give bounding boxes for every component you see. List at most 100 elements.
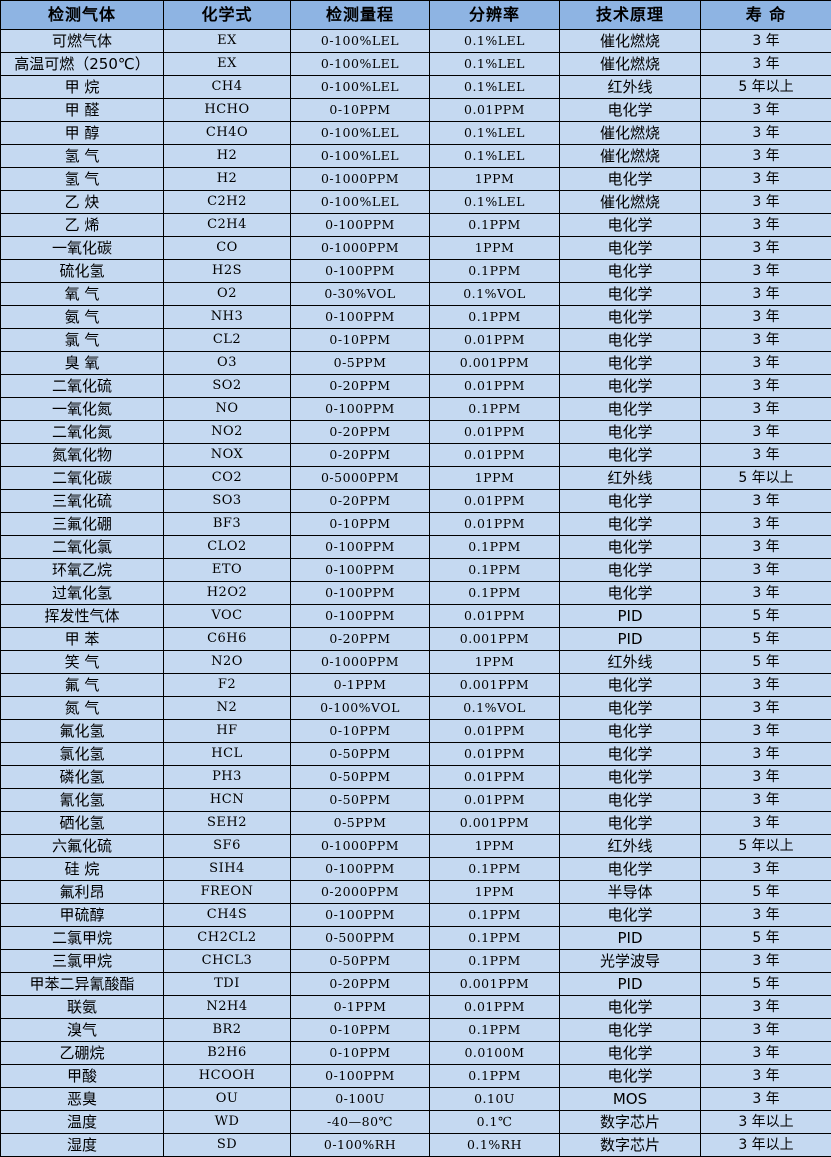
cell-range: 0-5000PPM	[291, 467, 430, 490]
cell-range: 0-100PPM	[291, 605, 430, 628]
cell-range: 0-100%LEL	[291, 30, 430, 53]
column-header-formula: 化学式	[164, 1, 291, 30]
cell-formula: CHCL3	[164, 950, 291, 973]
cell-range: 0-30%VOL	[291, 283, 430, 306]
cell-range: 0-100PPM	[291, 214, 430, 237]
cell-formula: CH2CL2	[164, 927, 291, 950]
cell-formula: TDI	[164, 973, 291, 996]
cell-resolution: 0.0100M	[430, 1042, 560, 1065]
cell-lifespan: 3 年	[701, 237, 831, 260]
cell-lifespan: 3 年	[701, 996, 831, 1019]
cell-lifespan: 3 年	[701, 30, 831, 53]
cell-lifespan: 3 年	[701, 329, 831, 352]
cell-range: 0-100%LEL	[291, 53, 430, 76]
cell-gas-name: 湿度	[1, 1134, 164, 1157]
cell-lifespan: 3 年	[701, 1088, 831, 1111]
cell-resolution: 0.1%RH	[430, 1134, 560, 1157]
cell-resolution: 0.1%VOL	[430, 697, 560, 720]
cell-technology: 电化学	[560, 352, 701, 375]
cell-gas-name: 甲苯二异氰酸酯	[1, 973, 164, 996]
cell-gas-name: 氯化氢	[1, 743, 164, 766]
cell-gas-name: 氟利昂	[1, 881, 164, 904]
cell-formula: FREON	[164, 881, 291, 904]
cell-technology: PID	[560, 628, 701, 651]
cell-lifespan: 5 年	[701, 881, 831, 904]
cell-gas-name: 恶臭	[1, 1088, 164, 1111]
cell-lifespan: 3 年	[701, 513, 831, 536]
cell-lifespan: 3 年	[701, 582, 831, 605]
cell-range: 0-10PPM	[291, 720, 430, 743]
cell-formula: SEH2	[164, 812, 291, 835]
cell-lifespan: 3 年	[701, 145, 831, 168]
cell-range: -40—80℃	[291, 1111, 430, 1134]
cell-resolution: 0.1%LEL	[430, 145, 560, 168]
cell-technology: 电化学	[560, 513, 701, 536]
cell-resolution: 1PPM	[430, 835, 560, 858]
cell-lifespan: 3 年	[701, 168, 831, 191]
cell-range: 0-100%LEL	[291, 191, 430, 214]
cell-technology: 电化学	[560, 99, 701, 122]
cell-lifespan: 3 年	[701, 444, 831, 467]
cell-range: 0-50PPM	[291, 950, 430, 973]
cell-formula: CH4	[164, 76, 291, 99]
cell-range: 0-20PPM	[291, 490, 430, 513]
cell-formula: VOC	[164, 605, 291, 628]
cell-resolution: 0.01PPM	[430, 329, 560, 352]
cell-lifespan: 5 年	[701, 651, 831, 674]
cell-range: 0-1PPM	[291, 674, 430, 697]
cell-formula: SO2	[164, 375, 291, 398]
cell-resolution: 0.01PPM	[430, 605, 560, 628]
cell-resolution: 0.01PPM	[430, 996, 560, 1019]
cell-resolution: 0.1PPM	[430, 306, 560, 329]
cell-lifespan: 3 年	[701, 1065, 831, 1088]
cell-formula: CL2	[164, 329, 291, 352]
cell-formula: O2	[164, 283, 291, 306]
cell-gas-name: 臭 氧	[1, 352, 164, 375]
cell-technology: 电化学	[560, 858, 701, 881]
cell-resolution: 0.001PPM	[430, 973, 560, 996]
cell-range: 0-100PPM	[291, 398, 430, 421]
cell-technology: 电化学	[560, 283, 701, 306]
cell-formula: WD	[164, 1111, 291, 1134]
cell-resolution: 0.01PPM	[430, 743, 560, 766]
column-header-technology: 技术原理	[560, 1, 701, 30]
cell-resolution: 1PPM	[430, 168, 560, 191]
cell-lifespan: 3 年	[701, 559, 831, 582]
cell-technology: 电化学	[560, 168, 701, 191]
cell-range: 0-100PPM	[291, 904, 430, 927]
cell-lifespan: 3 年	[701, 122, 831, 145]
cell-resolution: 0.1PPM	[430, 950, 560, 973]
cell-technology: 催化燃烧	[560, 122, 701, 145]
cell-range: 0-100PPM	[291, 559, 430, 582]
cell-resolution: 0.01PPM	[430, 375, 560, 398]
cell-gas-name: 乙 烯	[1, 214, 164, 237]
cell-range: 0-5PPM	[291, 812, 430, 835]
cell-technology: 电化学	[560, 697, 701, 720]
cell-range: 0-2000PPM	[291, 881, 430, 904]
cell-formula: BR2	[164, 1019, 291, 1042]
cell-formula: SF6	[164, 835, 291, 858]
cell-technology: 催化燃烧	[560, 145, 701, 168]
cell-gas-name: 氮 气	[1, 697, 164, 720]
cell-range: 0-100PPM	[291, 1065, 430, 1088]
cell-lifespan: 5 年以上	[701, 467, 831, 490]
cell-technology: PID	[560, 605, 701, 628]
cell-lifespan: 3 年	[701, 421, 831, 444]
cell-gas-name: 氰化氢	[1, 789, 164, 812]
cell-resolution: 0.1PPM	[430, 559, 560, 582]
cell-technology: 电化学	[560, 421, 701, 444]
cell-resolution: 1PPM	[430, 881, 560, 904]
cell-range: 0-20PPM	[291, 375, 430, 398]
cell-gas-name: 硫化氢	[1, 260, 164, 283]
